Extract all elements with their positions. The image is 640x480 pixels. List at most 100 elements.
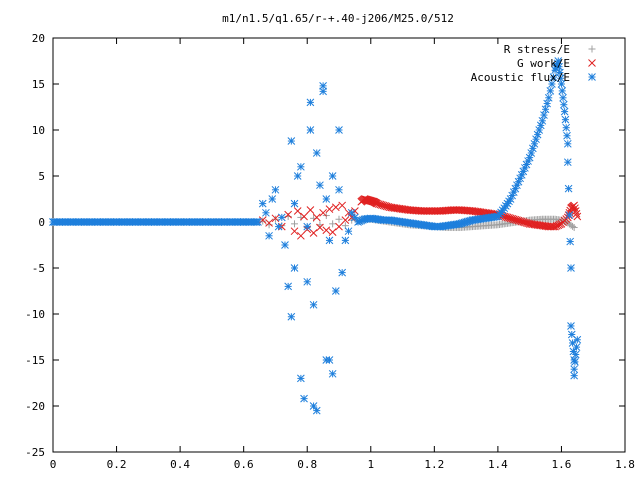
data-point	[131, 218, 140, 226]
data-point	[571, 204, 579, 213]
data-point	[316, 223, 324, 232]
data-point	[567, 264, 575, 272]
data-point	[287, 312, 296, 321]
data-point	[341, 216, 350, 225]
data-point	[565, 211, 574, 219]
y-tick-label: 0	[38, 216, 45, 229]
data-point	[554, 57, 563, 65]
x-tick-label: 1	[367, 458, 374, 471]
data-point	[549, 73, 558, 81]
data-point	[328, 228, 337, 236]
data-point	[268, 195, 277, 203]
data-point	[338, 268, 347, 277]
data-point	[524, 219, 532, 228]
data-point	[325, 205, 334, 213]
data-point	[335, 222, 343, 231]
data-point	[335, 215, 343, 223]
data-point	[281, 241, 289, 249]
data-point	[262, 208, 270, 217]
data-point	[564, 184, 573, 193]
data-point	[233, 218, 242, 226]
data-point	[527, 149, 536, 157]
data-point	[80, 218, 89, 226]
data-point	[293, 172, 302, 180]
data-point	[540, 111, 548, 119]
data-point	[297, 162, 305, 171]
y-tick-label: -5	[32, 262, 45, 275]
data-point	[306, 206, 315, 214]
data-point	[74, 218, 83, 226]
axis-ticks: 0 0.2 0.4 0.6 0.8 1 1.2 1.4 1.6 1.8 -25 -20 -15 -10 -5…	[25, 32, 635, 471]
series-1	[258, 195, 582, 240]
data-point	[138, 218, 146, 226]
data-point	[508, 191, 517, 200]
data-point	[316, 181, 324, 190]
data-point	[312, 406, 321, 415]
data-point	[573, 212, 582, 221]
data-point	[556, 220, 564, 229]
data-point	[566, 237, 575, 246]
data-point	[569, 222, 577, 230]
y-tick-label: 10	[32, 124, 45, 137]
data-point	[541, 105, 550, 114]
data-point	[169, 218, 178, 226]
data-point	[331, 287, 340, 295]
data-point	[188, 218, 197, 226]
data-point	[558, 87, 567, 95]
data-point	[49, 218, 57, 226]
data-point	[195, 218, 204, 226]
data-point	[573, 335, 582, 344]
data-point	[61, 218, 70, 226]
data-point	[163, 218, 172, 226]
legend-label: R stress/E	[504, 43, 570, 56]
data-point	[335, 126, 343, 134]
data-point	[290, 227, 299, 236]
data-point	[274, 222, 283, 231]
data-point	[297, 231, 305, 240]
x-tick-label: 0.2	[107, 458, 127, 471]
x-tick-label: 0.4	[170, 458, 190, 471]
data-point	[214, 218, 223, 226]
data-point	[328, 369, 337, 378]
data-point	[561, 115, 570, 124]
data-point	[93, 218, 102, 226]
data-point	[572, 209, 581, 218]
data-point	[312, 149, 321, 157]
data-point	[557, 80, 566, 88]
data-point	[563, 139, 572, 148]
data-point	[287, 137, 296, 145]
legend-marker	[588, 73, 596, 81]
data-point	[571, 357, 579, 366]
y-tick-label: -15	[25, 354, 45, 367]
data-point	[549, 222, 558, 231]
x-tick-label: 1.8	[615, 458, 635, 471]
data-point	[572, 343, 581, 351]
data-point	[543, 99, 551, 108]
y-tick-label: -20	[25, 400, 45, 413]
x-tick-label: 0.6	[234, 458, 254, 471]
y-tick-label: -25	[25, 446, 45, 459]
data-point	[538, 116, 547, 125]
data-point	[68, 218, 76, 226]
data-point	[319, 208, 327, 217]
data-point	[119, 218, 127, 226]
data-point	[259, 217, 267, 225]
data-point	[309, 300, 318, 309]
x-tick-label: 0.8	[297, 458, 317, 471]
legend-marker	[588, 45, 596, 53]
chart-title: m1/n1.5/q1.65/r-+.40-j206/M25.0/512	[222, 12, 454, 25]
data-point	[157, 218, 165, 226]
data-point	[571, 350, 580, 359]
data-point	[265, 231, 273, 240]
data-point	[562, 123, 571, 132]
plot-frame	[52, 37, 626, 453]
data-point	[322, 226, 331, 235]
data-point	[570, 201, 579, 210]
data-point	[329, 220, 337, 228]
data-point	[563, 131, 571, 140]
data-point	[291, 220, 299, 228]
data-point	[544, 93, 553, 102]
data-point	[246, 218, 254, 226]
data-point	[303, 222, 312, 231]
